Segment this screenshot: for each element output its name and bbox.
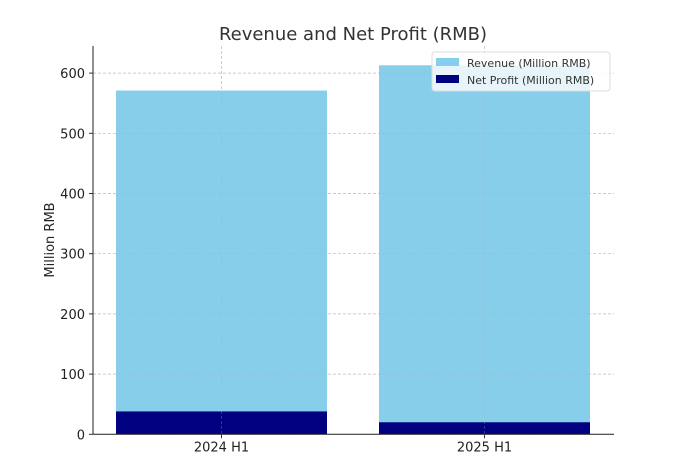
y-tick-label: 100 bbox=[60, 368, 85, 383]
y-tick-label: 500 bbox=[60, 127, 85, 142]
y-tick-label: 200 bbox=[60, 308, 85, 323]
legend-label: Net Profit (Million RMB) bbox=[467, 74, 594, 87]
legend-box bbox=[431, 51, 611, 92]
y-tick-label: 400 bbox=[60, 187, 85, 202]
y-tick-label: 0 bbox=[77, 428, 85, 443]
x-tick-label: 2025 H1 bbox=[457, 440, 512, 455]
legend-swatch bbox=[436, 75, 459, 83]
x-tick-label: 2024 H1 bbox=[194, 440, 249, 455]
legend-swatch bbox=[436, 58, 459, 66]
y-axis-label: Million RMB bbox=[43, 202, 58, 277]
legend: Revenue (Million RMB) Net Profit (Million… bbox=[431, 51, 611, 92]
legend-label: Revenue (Million RMB) bbox=[467, 57, 591, 70]
chart-title: Revenue and Net Profit (RMB) bbox=[219, 24, 487, 45]
axes: 0 100 200 300 400 500 600 2024 H1 2025 H1 bbox=[60, 46, 614, 455]
y-tick-label: 600 bbox=[60, 67, 85, 82]
y-tick-label: 300 bbox=[60, 248, 85, 263]
bars bbox=[93, 46, 614, 435]
